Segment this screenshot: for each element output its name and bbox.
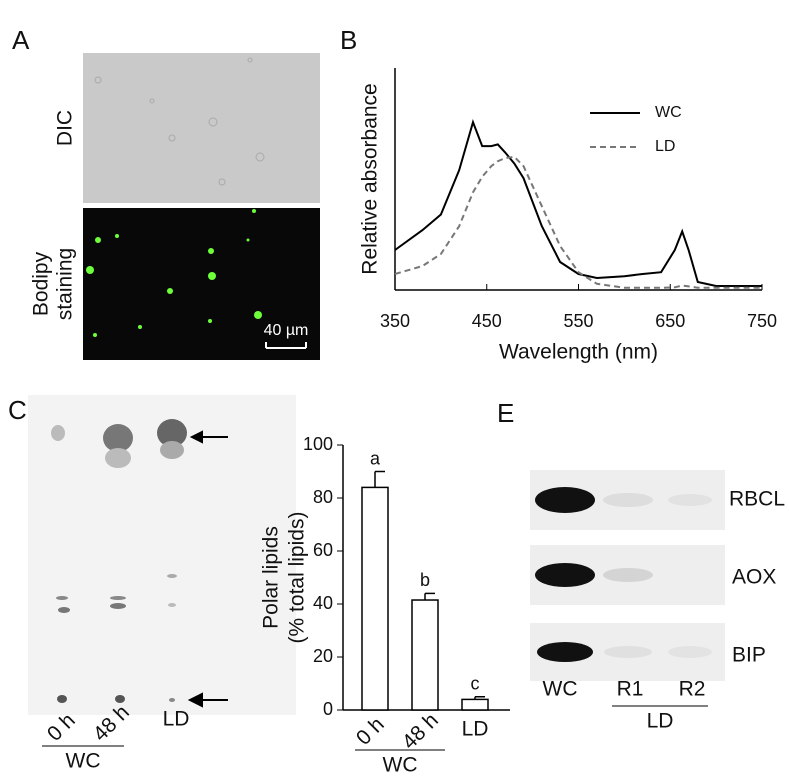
scale-label: 40 µm xyxy=(264,322,309,339)
lane-label: R2 xyxy=(679,678,706,701)
y-tick-label: 100 xyxy=(303,434,333,454)
gel xyxy=(530,470,725,681)
y-axis-label: Polar lipids xyxy=(260,526,283,629)
x-tick-label: 750 xyxy=(747,311,777,331)
tlc-spots xyxy=(51,419,187,703)
panel-label: C xyxy=(8,395,27,425)
annotation: b xyxy=(420,570,430,590)
y-tick-label: 40 xyxy=(313,593,333,613)
row-label: staining xyxy=(54,248,77,320)
legend-label: WC xyxy=(655,104,682,121)
x-tick-label: 450 xyxy=(472,311,502,331)
x-tick-label: 48 h xyxy=(398,709,443,754)
x-tick-label: LD xyxy=(462,718,489,741)
y-axis-label: (% total lipids) xyxy=(286,512,309,644)
lane-label: R1 xyxy=(617,678,644,701)
dic-image xyxy=(83,53,320,203)
y-tick-label: 0 xyxy=(323,699,333,719)
lipid-droplets xyxy=(86,209,262,337)
bar xyxy=(361,486,389,711)
annotation: c xyxy=(471,674,480,694)
y-tick-label: 80 xyxy=(313,487,333,507)
row-label: DIC xyxy=(54,110,77,146)
legend-label: LD xyxy=(655,138,675,155)
arrow xyxy=(187,430,228,708)
lane-label: WC xyxy=(543,678,578,701)
panel-label: B xyxy=(340,25,357,55)
row-label: Bodipy xyxy=(30,251,53,316)
group-label: LD xyxy=(647,710,674,733)
y-axis-label: Relative absorbance xyxy=(359,83,382,274)
y-tick-label: 60 xyxy=(313,540,333,560)
y-tick-label: 20 xyxy=(313,646,333,666)
panel-label: A xyxy=(12,25,30,55)
band-label: AOX xyxy=(732,566,776,589)
series-line xyxy=(394,119,762,287)
x-tick-label: 550 xyxy=(563,311,593,331)
bar xyxy=(461,698,489,711)
x-tick-label: 350 xyxy=(380,311,410,331)
band-label: BIP xyxy=(732,644,766,667)
band-label: RBCL xyxy=(729,488,785,511)
bodipy-image xyxy=(83,208,320,360)
x-tick-label: 0 h xyxy=(352,713,389,750)
lane-label: LD xyxy=(163,708,190,731)
series-line xyxy=(394,155,762,289)
annotation: a xyxy=(370,448,381,468)
group-label: WC xyxy=(383,754,418,777)
panel-label: E xyxy=(497,398,514,428)
group-label: WC xyxy=(66,750,101,773)
bar xyxy=(411,599,439,711)
x-tick-label: 650 xyxy=(655,311,685,331)
x-axis-label: Wavelength (nm) xyxy=(499,341,658,364)
dic-particles xyxy=(94,57,265,186)
